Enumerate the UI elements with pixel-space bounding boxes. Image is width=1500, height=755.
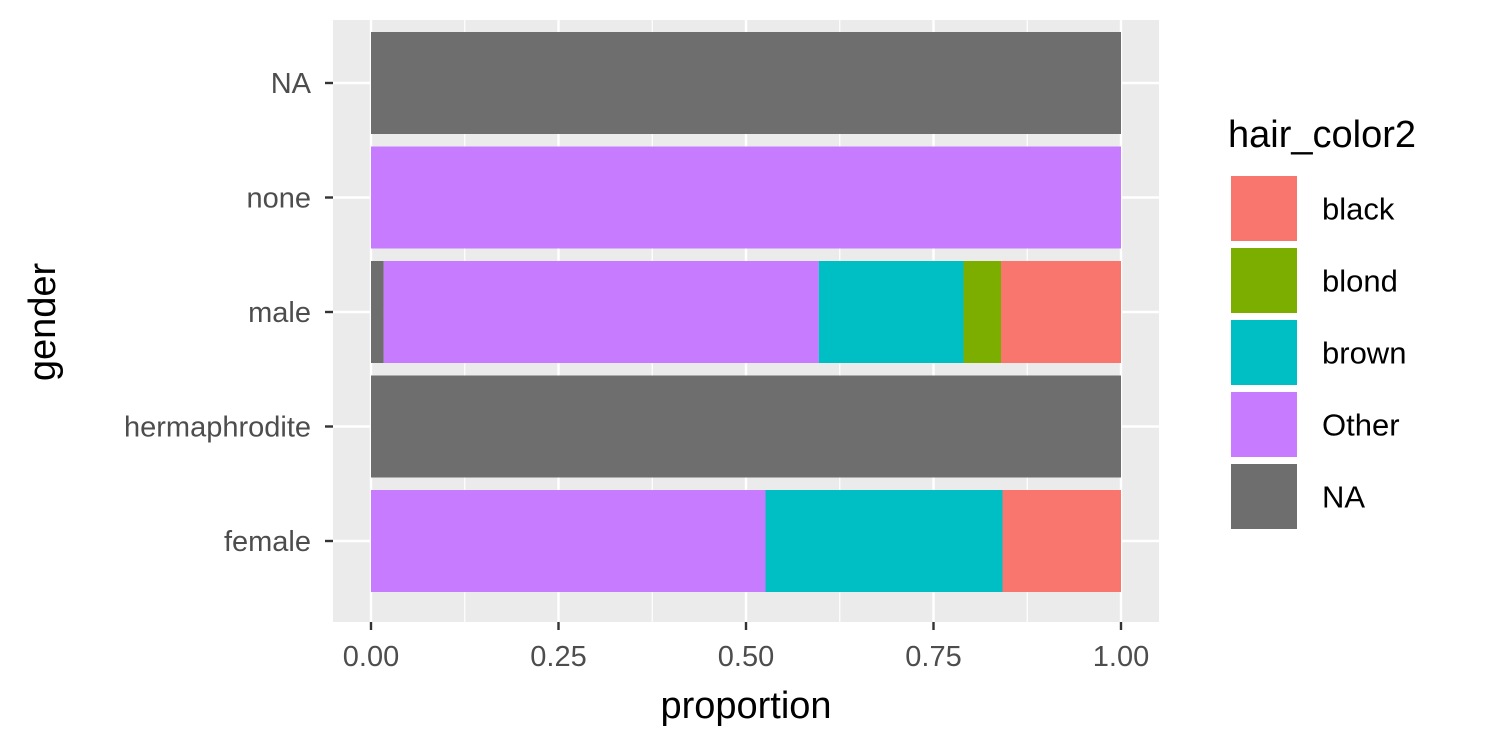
x-tick-label: 0.50 — [718, 641, 774, 673]
legend-label: brown — [1322, 336, 1406, 371]
legend-title: hair_color2 — [1228, 114, 1416, 156]
legend-key-na — [1231, 464, 1297, 529]
legend-label: blond — [1322, 264, 1398, 299]
legend: hair_color2 black blond brown Other NA — [1228, 114, 1416, 529]
bars — [371, 32, 1121, 592]
legend-key-black — [1231, 176, 1297, 241]
x-tick-label: 1.00 — [1093, 641, 1149, 673]
bar-female-black — [1002, 490, 1121, 592]
legend-label: black — [1322, 192, 1395, 227]
bar-male-na — [371, 261, 384, 363]
x-tick-label: 0.00 — [343, 641, 399, 673]
x-tick-label: 0.25 — [530, 641, 586, 673]
y-tick-label: female — [224, 526, 311, 558]
legend-key-other — [1231, 392, 1297, 457]
bar-female-other — [371, 490, 766, 592]
bar-male-brown — [818, 261, 964, 363]
bar-hermaphrodite-na — [371, 375, 1121, 478]
bar-male-black — [1001, 261, 1121, 363]
x-tick-label: 0.75 — [905, 641, 961, 673]
y-axis-label: gender — [22, 262, 64, 381]
y-tick-label: NA — [271, 68, 312, 100]
bar-male-other — [383, 261, 819, 363]
legend-key-blond — [1231, 248, 1297, 313]
y-tick-label: hermaphrodite — [124, 412, 311, 444]
bar-male-blond — [963, 261, 1001, 363]
axes: 0.00 0.25 0.50 0.75 1.00 female hermaphrodite m… — [124, 68, 1149, 673]
legend-key-brown — [1231, 320, 1297, 385]
bar-none-other — [371, 146, 1121, 249]
y-tick-label: none — [246, 183, 311, 215]
x-axis-label: proportion — [660, 685, 831, 727]
legend-label: Other — [1322, 408, 1400, 443]
y-tick-label: male — [248, 297, 311, 329]
bar-female-brown — [765, 490, 1003, 592]
bar-na-na — [371, 32, 1121, 134]
legend-label: NA — [1322, 480, 1365, 515]
